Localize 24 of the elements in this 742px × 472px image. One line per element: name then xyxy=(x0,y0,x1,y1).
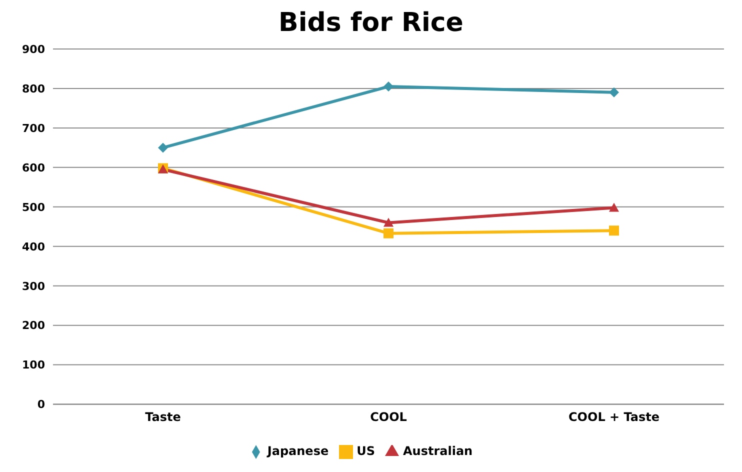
point xyxy=(609,202,619,212)
point xyxy=(609,226,619,236)
legend-label: Australian xyxy=(403,444,473,458)
x-tick-label: Taste xyxy=(145,410,181,424)
y-tick-label: 800 xyxy=(22,82,46,96)
y-tick-label: 700 xyxy=(22,122,46,135)
y-tick-label: 0 xyxy=(37,398,46,412)
point xyxy=(609,87,619,98)
chart-title: Bids for Rice xyxy=(278,8,464,40)
x-tick-label: COOL xyxy=(370,410,408,424)
y-tick-label: 500 xyxy=(22,200,46,214)
point xyxy=(384,228,394,238)
y-tick-label: 400 xyxy=(22,240,46,254)
point xyxy=(384,82,394,92)
point xyxy=(158,142,168,153)
y-tick-label: 900 xyxy=(22,42,46,56)
y-tick-label: 300 xyxy=(22,280,46,293)
legend-label: Japanese xyxy=(267,444,329,458)
x-tick-label: COOL + Taste xyxy=(568,410,660,424)
y-tick-label: 200 xyxy=(22,319,46,332)
point xyxy=(384,218,394,227)
legend-label: US xyxy=(356,444,375,458)
y-tick-label: 600 xyxy=(22,161,46,174)
y-tick-label: 100 xyxy=(22,358,46,372)
